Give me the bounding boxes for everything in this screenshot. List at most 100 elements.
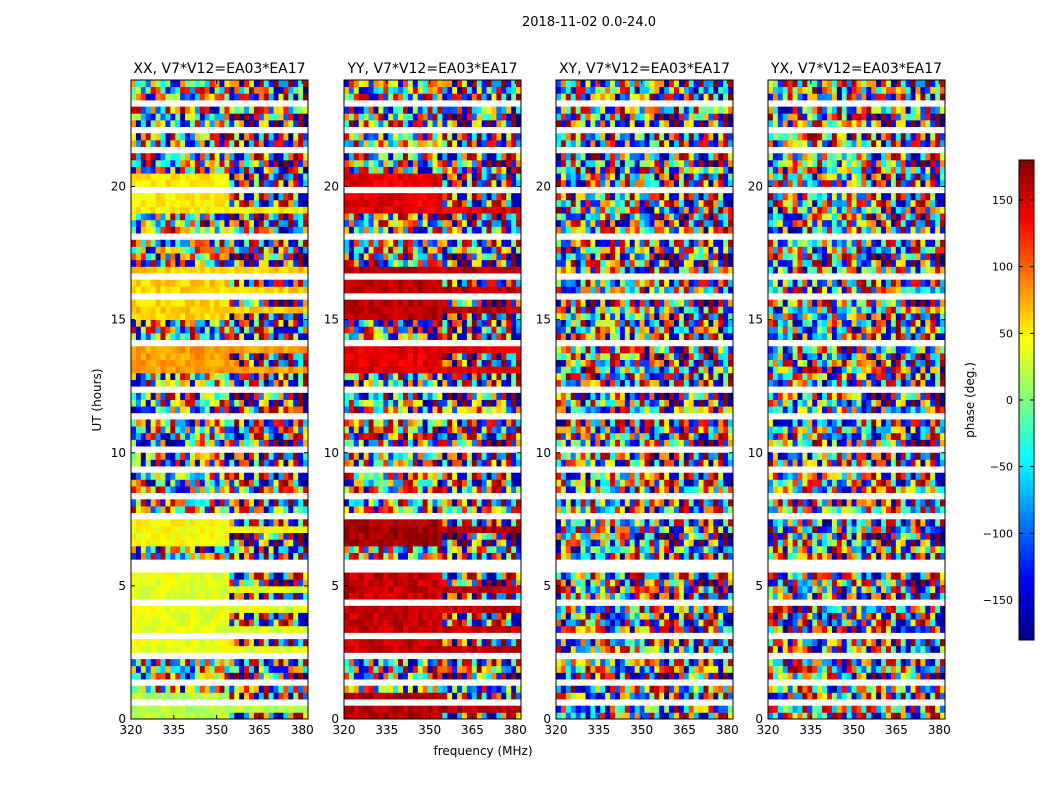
heatmap-cell	[258, 86, 265, 94]
heatmap-cell	[363, 193, 369, 201]
heatmap-cell	[180, 506, 186, 514]
heatmap-cell	[258, 359, 265, 367]
heatmap-cell	[368, 179, 374, 187]
heatmap-cell	[175, 206, 181, 214]
heatmap-cell	[219, 372, 225, 380]
heatmap-cell	[496, 572, 502, 580]
heatmap-cell	[185, 545, 191, 553]
heatmap-cell	[170, 319, 176, 327]
heatmap-cell	[378, 306, 384, 314]
heatmap-cell	[363, 246, 369, 254]
heatmap-cell	[219, 253, 225, 261]
heatmap-cell	[417, 359, 424, 367]
heatmap-cell	[506, 612, 512, 620]
heatmap-cell	[165, 705, 171, 713]
heatmap-cell	[476, 479, 483, 487]
heatmap-cell	[224, 319, 230, 327]
heatmap-cell	[249, 499, 255, 507]
heatmap-cell	[358, 359, 365, 367]
heatmap-cell	[253, 173, 260, 181]
heatmap-cell	[229, 253, 235, 261]
heatmap-cell	[190, 705, 196, 713]
heatmap-cell	[437, 326, 443, 334]
heatmap-cell	[471, 406, 478, 414]
heatmap-cell	[194, 326, 201, 334]
heatmap-cell	[393, 419, 399, 427]
heatmap-cell	[516, 406, 522, 414]
heatmap-cell	[412, 625, 419, 633]
heatmap-cell	[278, 179, 284, 187]
heatmap-cell	[263, 625, 270, 633]
heatmap-cell	[378, 319, 384, 327]
heatmap-cell	[363, 639, 369, 647]
heatmap-cell	[283, 352, 289, 360]
heatmap-cell	[368, 426, 374, 434]
heatmap-cell	[273, 206, 279, 214]
heatmap-cell	[486, 552, 492, 560]
heatmap-cell	[273, 532, 279, 540]
heatmap-cell	[506, 539, 512, 547]
heatmap-cell	[432, 545, 438, 553]
heatmap-cell	[417, 612, 424, 620]
heatmap-cell	[407, 672, 414, 680]
heatmap-cell	[268, 153, 274, 161]
heatmap-cell	[140, 619, 147, 627]
heatmap-cell	[283, 266, 289, 274]
heatmap-cell	[511, 359, 517, 367]
heatmap-cell	[288, 532, 294, 540]
heatmap-cell	[516, 645, 522, 653]
heatmap-cell	[214, 486, 220, 494]
heatmap-cell	[506, 645, 512, 653]
heatmap-cell	[398, 266, 404, 274]
heatmap-cell	[234, 352, 240, 360]
heatmap-cell	[368, 612, 374, 620]
heatmap-cell	[506, 372, 512, 380]
heatmap-cell	[140, 685, 147, 693]
heatmap-cell	[511, 625, 517, 633]
heatmap-cell	[234, 432, 240, 440]
heatmap-cell	[268, 253, 274, 261]
heatmap-cell	[496, 346, 502, 354]
heatmap-cell	[452, 625, 458, 633]
heatmap-cell	[358, 392, 365, 400]
heatmap-cell	[170, 419, 176, 427]
heatmap-cell	[407, 326, 414, 334]
heatmap-cell	[388, 625, 394, 633]
heatmap-cell	[442, 419, 448, 427]
panel-title-xx: XX, V7*V12=EA03*EA17	[133, 61, 305, 77]
heatmap-cell	[398, 506, 404, 514]
heatmap-cell	[160, 113, 166, 121]
heatmap-cell	[506, 439, 512, 447]
heatmap-cell	[427, 665, 433, 673]
heatmap-cell	[239, 366, 245, 374]
heatmap-cell	[471, 306, 478, 314]
heatmap-cell	[219, 572, 225, 580]
x-tick-label: 365	[248, 723, 271, 737]
heatmap-cell	[388, 266, 394, 274]
heatmap-cell	[244, 486, 250, 494]
heatmap-cell	[398, 519, 404, 527]
heatmap-cell	[442, 659, 448, 667]
heatmap-cell	[466, 452, 473, 460]
heatmap-cell	[150, 332, 156, 340]
heatmap-cell	[135, 352, 142, 360]
heatmap-cell	[452, 472, 458, 480]
heatmap-cell	[496, 472, 502, 480]
heatmap-cell	[481, 266, 487, 274]
heatmap-cell	[417, 545, 424, 553]
heatmap-cell	[180, 286, 186, 294]
heatmap-cell	[268, 239, 274, 247]
heatmap-cell	[214, 286, 220, 294]
heatmap-cell	[422, 372, 428, 380]
heatmap-cell	[422, 672, 428, 680]
heatmap-cell	[170, 619, 176, 627]
heatmap-cell	[486, 692, 492, 700]
heatmap-cell	[145, 665, 152, 673]
heatmap-cell	[442, 532, 448, 540]
heatmap-cell	[194, 639, 201, 647]
heatmap-cell	[263, 133, 270, 141]
heatmap-cell	[383, 239, 389, 247]
heatmap-cell	[373, 199, 379, 207]
heatmap-cell	[476, 372, 483, 380]
heatmap-cell	[165, 199, 171, 207]
